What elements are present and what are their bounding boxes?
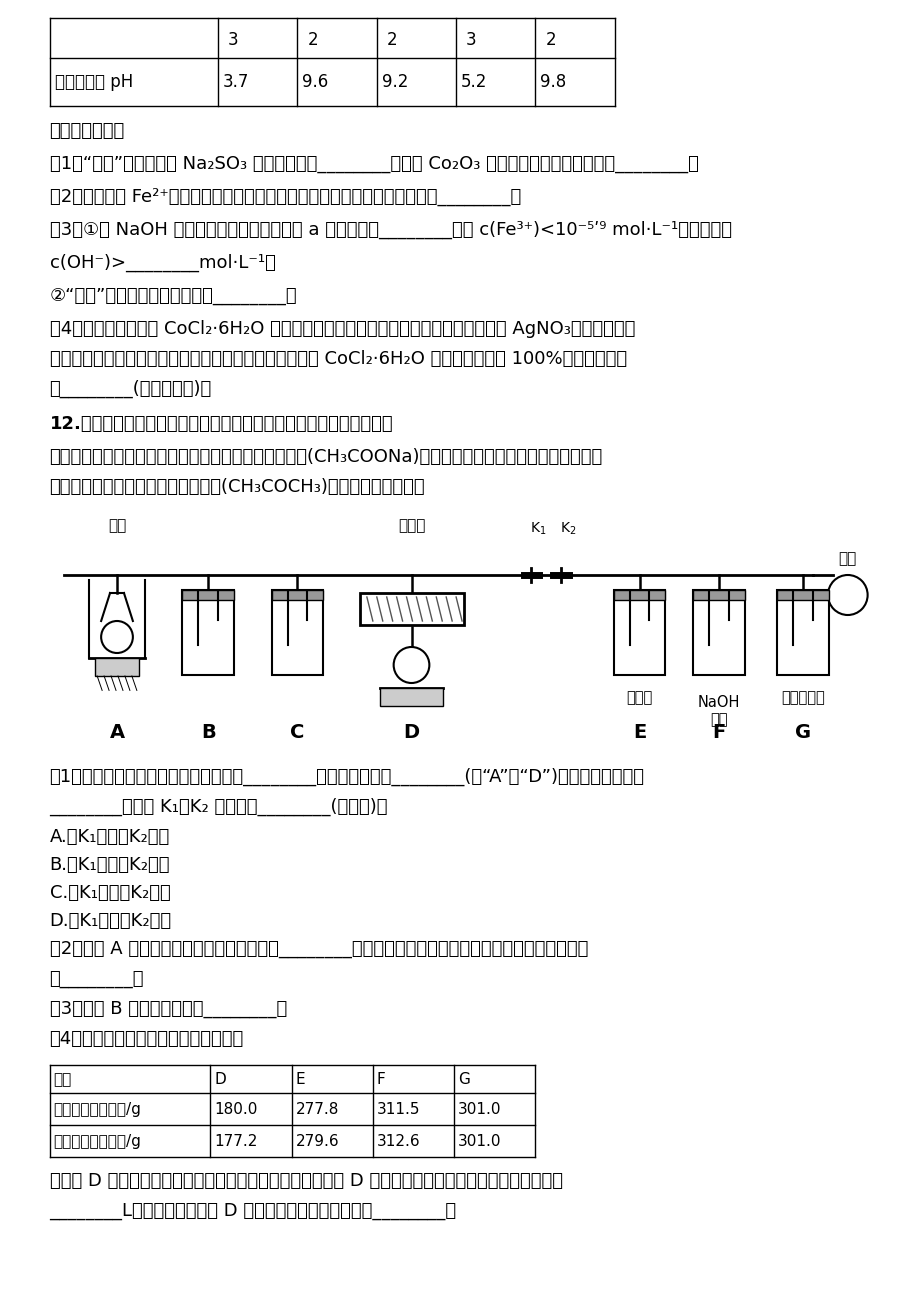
Bar (692, 590, 743, 674)
Text: 3: 3 (228, 31, 238, 49)
Text: E: E (632, 723, 645, 742)
Text: 2: 2 (307, 31, 318, 49)
Text: （2）装置 A 中主要发生反应的化学方程式为________，试管内壁加一层铝箔不仅能使药品受热均匀，还: （2）装置 A 中主要发生反应的化学方程式为________，试管内壁加一层铝箔… (50, 940, 587, 958)
Text: 装置: 装置 (53, 1072, 72, 1087)
Text: （1）“酸浸”过程中加入 Na₂SO₃ 的主要作用是________；写出 Co₂O₃ 与盐酸反应的离子方程式：________。: （1）“酸浸”过程中加入 Na₂SO₃ 的主要作用是________；写出 Co… (50, 155, 698, 173)
Text: 实验前装置总质量/g: 实验前装置总质量/g (53, 1101, 142, 1117)
Circle shape (827, 575, 867, 615)
Text: A.　K₁关闭、K₂关闭: A. K₁关闭、K₂关闭 (50, 828, 170, 846)
Bar (184, 629, 232, 673)
Text: 2: 2 (545, 31, 555, 49)
Text: E: E (295, 1072, 305, 1087)
Text: A: A (109, 723, 124, 742)
Text: 301.0: 301.0 (458, 1134, 501, 1150)
Text: ________L，此条件下，装置 D 中发生反应的化学方程式为________。: ________L，此条件下，装置 D 中发生反应的化学方程式为________… (50, 1202, 456, 1220)
Bar (613, 590, 664, 674)
Text: F: F (711, 723, 725, 742)
Text: 3.7: 3.7 (223, 73, 249, 91)
Text: ________，此时 K₁、K₂ 的状态为________(填标号)。: ________，此时 K₁、K₂ 的状态为________(填标号)。 (50, 798, 388, 816)
Bar (271, 590, 323, 600)
Bar (615, 629, 663, 673)
Text: 回答下列问题：: 回答下列问题： (50, 122, 125, 141)
Text: 铝箔: 铝箔 (108, 518, 126, 533)
Circle shape (101, 621, 132, 654)
Text: 301.0: 301.0 (458, 1101, 501, 1117)
Text: 下共热，产物中有少量的副产物丙酮(CH₃COCH₃)，丙酮可与水混溶。: 下共热，产物中有少量的副产物丙酮(CH₃COCH₃)，丙酮可与水混溶。 (50, 478, 425, 496)
Text: K$_2$: K$_2$ (560, 521, 576, 538)
Text: 5.2: 5.2 (460, 73, 487, 91)
Text: （3）①加 NaOH 是为了除铁和铝，则常温时 a 的最小值是________；当 c(Fe³⁺)<10⁻⁵ʹ⁹ mol·L⁻¹时，溶液中: （3）①加 NaOH 是为了除铁和铝，则常温时 a 的最小值是________；… (50, 221, 731, 240)
Text: 312.6: 312.6 (377, 1134, 420, 1150)
Text: 2: 2 (386, 31, 397, 49)
Bar (95, 658, 139, 676)
Text: NaOH
溶液: NaOH 溶液 (697, 695, 739, 728)
Text: 氧化铜: 氧化铜 (397, 518, 425, 533)
Circle shape (393, 647, 429, 684)
Bar (777, 590, 828, 600)
Bar (695, 629, 742, 673)
Text: （3）装置 B 中盛装的试剂为________。: （3）装置 B 中盛装的试剂为________。 (50, 1000, 287, 1018)
Text: 180.0: 180.0 (214, 1101, 257, 1117)
Text: （4）为测定粗产品中 CoCl₂·6H₂O 的含量，称取一定质量的粗产品溶于水，加入足量 AgNO₃溶液，过滤，: （4）为测定粗产品中 CoCl₂·6H₂O 的含量，称取一定质量的粗产品溶于水，… (50, 320, 634, 339)
Bar (182, 590, 233, 674)
Text: C.　K₁打开、K₂打开: C. K₁打开、K₂打开 (50, 884, 170, 902)
Bar (613, 590, 664, 600)
Text: 9.8: 9.8 (539, 73, 566, 91)
Text: D.　K₁打开、K₂关闭: D. K₁打开、K₂关闭 (50, 911, 172, 930)
Text: 查阅资料得：实验室制取甲烷常用的方法为无水醋酸钠(CH₃COONa)与氢氧化钠在二氧化锰作催化剂的条件: 查阅资料得：实验室制取甲烷常用的方法为无水醋酸钠(CH₃COONa)与氢氧化钠在… (50, 448, 602, 466)
Text: B.　K₁关闭、K₂打开: B. K₁关闭、K₂打开 (50, 855, 170, 874)
Text: G: G (458, 1072, 470, 1087)
Bar (777, 590, 828, 674)
Text: K$_1$: K$_1$ (529, 521, 546, 538)
Bar (380, 687, 443, 706)
Text: 3: 3 (466, 31, 476, 49)
Text: c(OH⁻)>________mol·L⁻¹。: c(OH⁻)>________mol·L⁻¹。 (50, 254, 275, 272)
Text: （2）为了提高 Fe²⁺的转化速率，可以适当升高温度，但不能过高，其原因是________。: （2）为了提高 Fe²⁺的转化速率，可以适当升高温度，但不能过高，其原因是___… (50, 187, 520, 206)
Text: F: F (377, 1072, 385, 1087)
Text: 9.6: 9.6 (302, 73, 328, 91)
Text: 是________(答一条即可)。: 是________(答一条即可)。 (50, 380, 211, 398)
Bar (778, 629, 826, 673)
Text: 279.6: 279.6 (295, 1134, 339, 1150)
Text: 277.8: 277.8 (295, 1101, 338, 1117)
Bar (359, 592, 463, 625)
Bar (271, 590, 323, 674)
Text: 若装置 D 中的氧化铜全部被还原成铜，则气球中收集到的由 D 中反应产生的气体在标准状况下的体积为: 若装置 D 中的氧化铜全部被还原成铜，则气球中收集到的由 D 中反应产生的气体在… (50, 1172, 562, 1190)
Text: 洗涤，将沉淀烘干后称量其质量。通过计算发现粗产品中 CoCl₂·6H₂O 的质量分数大于 100%，其原因可能: 洗涤，将沉淀烘干后称量其质量。通过计算发现粗产品中 CoCl₂·6H₂O 的质量… (50, 350, 626, 368)
Bar (692, 590, 743, 600)
Text: C: C (290, 723, 304, 742)
Text: 311.5: 311.5 (377, 1101, 420, 1117)
Text: 气球: 气球 (838, 551, 856, 566)
Bar (182, 590, 233, 600)
Bar (273, 629, 321, 673)
Text: 能________。: 能________。 (50, 970, 144, 988)
Text: （1）组装好仪器后，首先进行的操作是________，实验中先点燃________(填“A”或“D”)处酒精灯，目的是: （1）组装好仪器后，首先进行的操作是________，实验中先点燃_______… (50, 768, 644, 786)
Text: 浓硫酸: 浓硫酸 (626, 690, 652, 704)
Text: D: D (214, 1072, 226, 1087)
Text: （4）实验过程中记录的实验数据如下：: （4）实验过程中记录的实验数据如下： (50, 1030, 244, 1048)
Text: 完全沉淠的 pH: 完全沉淠的 pH (54, 73, 132, 91)
Text: 12.某活动小组的同学对甲烷还原氧化铜进行了探究，回答下列问题：: 12.某活动小组的同学对甲烷还原氧化铜进行了探究，回答下列问题： (50, 415, 392, 434)
Text: D: D (403, 723, 419, 742)
Text: 澄清石灰水: 澄清石灰水 (780, 690, 824, 704)
Text: 177.2: 177.2 (214, 1134, 257, 1150)
Text: B: B (200, 723, 215, 742)
Text: 9.2: 9.2 (381, 73, 408, 91)
Text: 实验后装置总质量/g: 实验后装置总质量/g (53, 1134, 142, 1150)
Text: G: G (794, 723, 811, 742)
Text: ②“滤液”中加入萃取剂的作用是________。: ②“滤液”中加入萃取剂的作用是________。 (50, 286, 297, 305)
